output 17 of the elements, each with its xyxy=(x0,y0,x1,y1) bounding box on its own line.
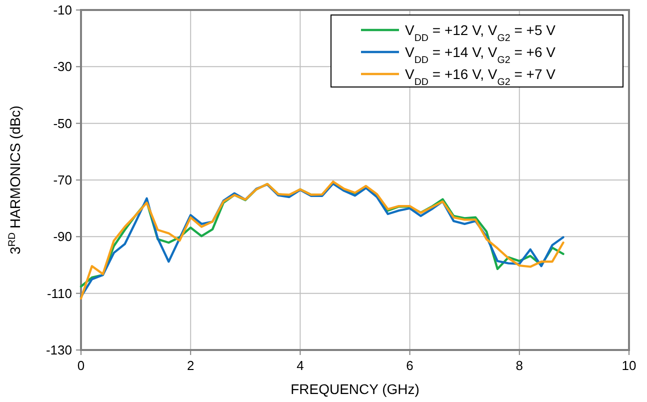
y-tick-label: -110 xyxy=(46,286,72,301)
x-tick-label: 8 xyxy=(516,358,524,373)
y-tick-label: -130 xyxy=(46,342,72,358)
x-tick-label: 6 xyxy=(406,358,414,373)
legend-label: V$_{DD}$ = +12 V, V$_{G2}$ = +5 V xyxy=(405,22,556,44)
legend-label: V$_{DD}$ = +16 V, V$_{G2}$ = +7 V xyxy=(405,66,556,88)
y-tick-label: -10 xyxy=(53,2,72,18)
x-axis-title: FREQUENCY (GHz) xyxy=(290,381,420,397)
legend-label: V$_{DD}$ = +14 V, V$_{G2}$ = +6 V xyxy=(405,44,556,66)
y-tick-label: -50 xyxy=(53,116,72,131)
y-tick-label: -90 xyxy=(53,229,72,244)
y-tick-label: -70 xyxy=(53,172,72,188)
x-tick-label: 2 xyxy=(186,358,194,373)
x-tick-label: 4 xyxy=(296,358,304,373)
x-tick-label: 0 xyxy=(77,358,85,373)
x-tick-label: 10 xyxy=(622,358,636,373)
y-tick-label: -30 xyxy=(53,59,72,74)
